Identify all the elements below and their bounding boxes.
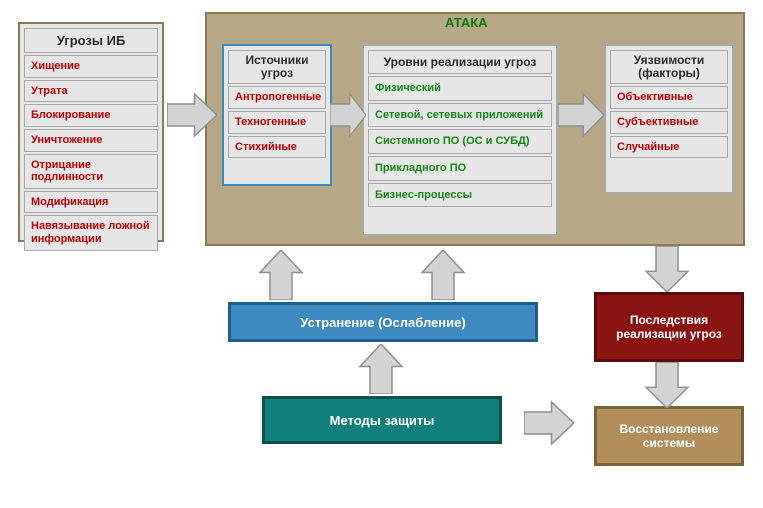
list-item: Физический [368,76,552,101]
list-item: Бизнес-процессы [368,183,552,208]
list-item: Объективные [610,86,728,109]
recovery-label: Восстановление системы [605,422,733,450]
arrow-consequences-to-recovery [642,362,692,413]
list-item: Техногенные [228,111,326,134]
levels-panel: Уровни реализации угроз ФизическийСетево… [362,44,558,236]
diagram-canvas: АТАКА Угрозы ИБ ХищениеУтратаБлокировани… [0,0,763,508]
list-item: Случайные [610,136,728,159]
consequences-box: Последствия реализации угроз [594,292,744,362]
list-item: Утрата [24,80,158,103]
sources-title: Источники угроз [228,50,326,84]
list-item: Отрицание подлинности [24,154,158,189]
list-item: Хищение [24,55,158,78]
threats-title: Угрозы ИБ [24,28,158,53]
list-item: Прикладного ПО [368,156,552,181]
list-item: Антропогенные [228,86,326,109]
arrow-sources-to-levels [330,90,366,145]
methods-label: Методы защиты [330,413,435,428]
recovery-box: Восстановление системы [594,406,744,466]
list-item: Субъективные [610,111,728,134]
arrow-threats-to-sources [167,90,217,145]
arrow-elim-up-right [418,250,468,305]
arrow-methods-to-recovery [524,398,574,453]
arrow-vuln-to-consequences [642,246,692,297]
list-item: Модификация [24,191,158,214]
list-item: Сетевой, сетевых приложений [368,103,552,128]
threats-panel: Угрозы ИБ ХищениеУтратаБлокированиеУничт… [18,22,164,242]
list-item: Уничтожение [24,129,158,152]
list-item: Блокирование [24,104,158,127]
list-item: Навязывание ложной информации [24,215,158,250]
levels-title: Уровни реализации угроз [368,50,552,74]
sources-panel: Источники угроз АнтропогенныеТехногенные… [222,44,332,186]
vuln-title: Уязвимости (факторы) [610,50,728,84]
list-item: Стихийные [228,136,326,159]
vuln-panel: Уязвимости (факторы) ОбъективныеСубъекти… [604,44,734,194]
methods-box: Методы защиты [262,396,502,444]
elimination-label: Устранение (Ослабление) [300,315,465,330]
consequences-label: Последствия реализации угроз [605,313,733,341]
arrow-methods-to-elim [356,344,406,399]
list-item: Системного ПО (ОС и СУБД) [368,129,552,154]
attack-label: АТАКА [445,15,488,30]
arrow-elim-up-left [256,250,306,305]
arrow-levels-to-vuln [558,90,604,145]
elimination-box: Устранение (Ослабление) [228,302,538,342]
